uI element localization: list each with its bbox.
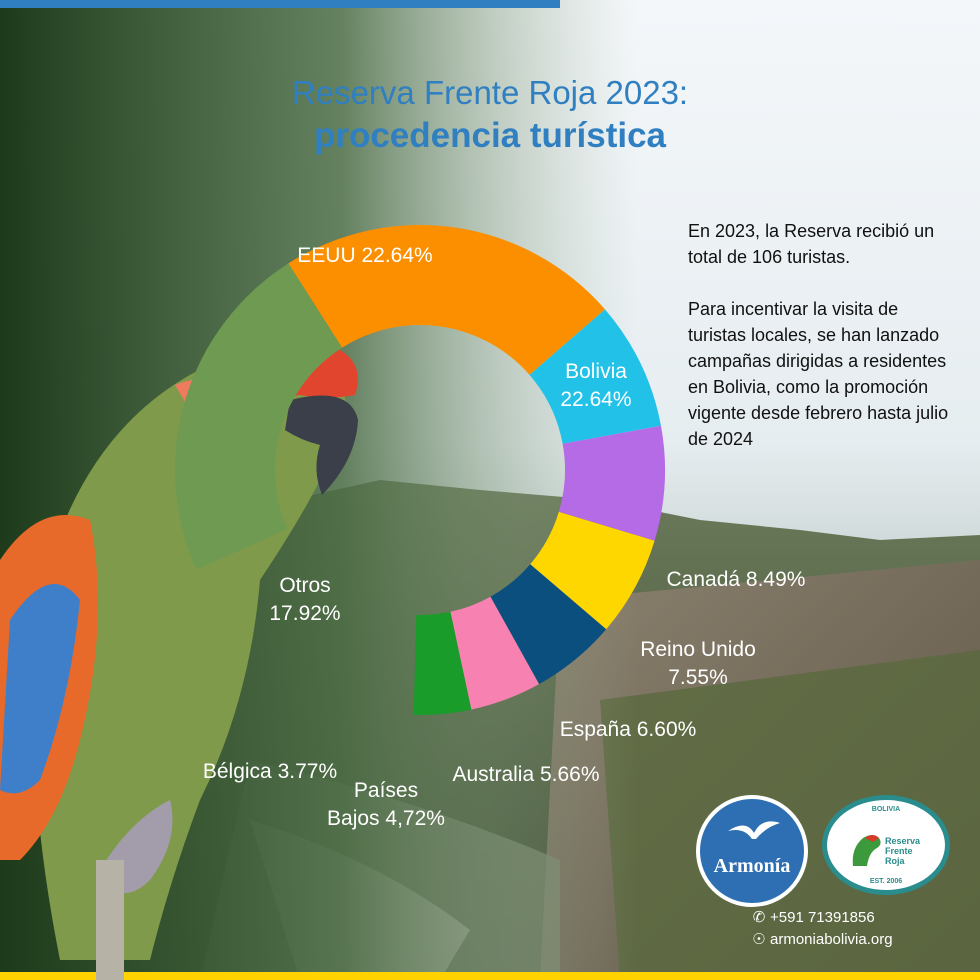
website-contact: ☉ armoniabolivia.org [752, 930, 893, 948]
slice-bolivia [288, 225, 605, 375]
slice-australia [490, 564, 607, 685]
title-line2: procedencia turística [313, 116, 667, 155]
slice-reino-unido [558, 425, 665, 541]
macaw-icon [852, 835, 881, 866]
campaign-paragraph: Para incentivar la visita de turistas lo… [688, 299, 949, 449]
top-bar [0, 0, 560, 8]
slice-canadá [529, 309, 661, 444]
title-line1: Reserva Frente Roja 2023: [291, 74, 689, 111]
website-link[interactable]: armoniabolivia.org [770, 931, 893, 948]
chart-slices [175, 225, 665, 715]
reserva-country: BOLIVIA [871, 806, 901, 813]
summary-paragraph: En 2023, la Reserva recibió un total de … [688, 221, 935, 267]
phone-contact: ✆ +591 71391856 [752, 908, 875, 926]
bottom-bar [0, 972, 980, 980]
label-bélgica: Bélgica 3.77% [203, 760, 337, 783]
reserva-name: Reserva Frente Roja [885, 836, 920, 866]
reserva-logo: BOLIVIA Reserva Frente Roja EST. 2006 [822, 795, 950, 895]
globe-icon: ☉ [752, 931, 766, 948]
label-españa: España 6.60% [560, 718, 697, 741]
whatsapp-icon: ✆ [752, 909, 766, 926]
reserva-name-line1: Reserva [885, 836, 921, 846]
phone-number[interactable]: +591 71391856 [770, 909, 875, 926]
reserva-est: EST. 2006 [869, 878, 903, 885]
slice-españa [530, 511, 655, 630]
label-países-bajos: Países Bajos 4,72% [327, 779, 445, 830]
slice-bélgica [413, 611, 472, 715]
reserva-name-line2: Frente [885, 846, 913, 856]
armonia-logo: Armonía [696, 795, 808, 907]
label-bolivia: Bolivia 22.64% [560, 360, 631, 411]
label-eeuu: EEUU 22.64% [297, 244, 432, 267]
label-canadá: Canadá 8.49% [667, 568, 806, 591]
label-australia: Australia 5.66% [452, 763, 599, 786]
label-reino-unido: Reino Unido 7.55% [640, 638, 756, 689]
label-otros: Otros 17.92% [269, 574, 340, 625]
slice-países-bajos [450, 596, 540, 710]
armonia-name: Armonía [713, 855, 791, 877]
slice-eeuu [175, 263, 343, 570]
bird-icon [728, 821, 780, 839]
chart-labels: EEUU 22.64% Bolivia 22.64% Canadá 8.49% Rein… [203, 244, 806, 830]
reserva-name-line3: Roja [885, 856, 905, 866]
